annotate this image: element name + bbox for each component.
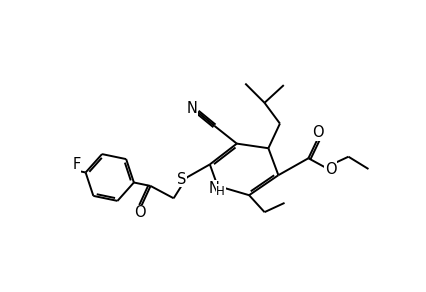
Text: F: F xyxy=(72,157,81,172)
Text: N: N xyxy=(187,101,198,117)
Text: O: O xyxy=(325,161,337,177)
Text: H: H xyxy=(216,185,225,198)
Text: N: N xyxy=(208,181,219,196)
Text: O: O xyxy=(312,125,323,140)
Text: S: S xyxy=(177,171,186,187)
Text: O: O xyxy=(134,205,146,220)
